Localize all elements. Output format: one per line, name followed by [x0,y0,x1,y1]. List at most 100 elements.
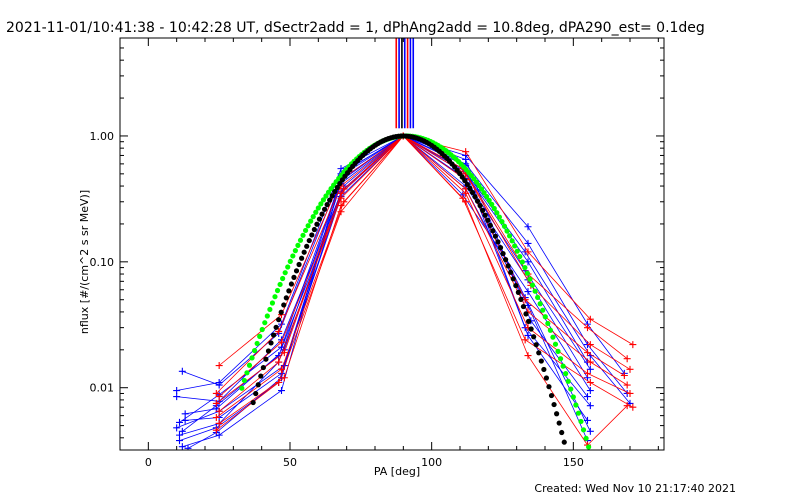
fit-point [254,340,260,347]
series-point [586,402,594,410]
fit-point [282,270,288,276]
fit-point [517,253,523,260]
x-tick-label: 50 [283,456,297,469]
fit-point [528,326,534,332]
fit-point [311,226,317,233]
fit-point [262,320,268,326]
fit-point [286,288,292,294]
fit-point [467,185,473,191]
series-point [623,402,631,410]
fit-point [305,223,311,229]
series-line [179,135,588,441]
fit-point [239,385,245,391]
fit-point [474,198,481,204]
series-point [337,194,345,202]
series-point [462,198,470,206]
fit-point [550,334,556,340]
fit-point [302,227,309,234]
fit-point [485,217,491,223]
created-timestamp: Created: Wed Nov 10 21:17:40 2021 [534,482,736,495]
fit-point [241,377,247,384]
fit-point [554,411,560,417]
series-point [178,427,186,435]
fit-point [492,233,499,239]
fit-point [259,326,265,333]
fit-point [268,340,274,346]
fit-point [316,216,323,222]
series-point [178,367,186,375]
fit-point [327,197,333,203]
series-point [623,355,631,363]
fit-point [306,237,312,244]
series-point [275,327,283,335]
series-point [584,369,591,377]
series-point [586,387,594,395]
fit-point [269,300,276,306]
fit-point [545,320,551,327]
fit-point [527,276,533,282]
fit-point [508,269,514,275]
fit-point [575,410,582,416]
fit-point [309,232,315,238]
fit-point [459,174,465,180]
fit-point [334,184,340,191]
series-point [184,444,192,450]
y-tick-label: 1.00 [90,130,115,143]
fit-point [472,194,478,200]
series-line [216,135,631,418]
fit-point [280,275,286,282]
fit-point [304,243,310,249]
series-point [586,315,594,323]
fit-point [325,189,332,195]
fit-point [586,444,592,450]
series-point [584,349,591,357]
fit-point [542,314,548,320]
fit-point [287,258,293,264]
fit-point [512,243,518,249]
fit-point [329,193,335,199]
fit-point [525,318,532,324]
fit-point [500,250,506,257]
fit-point [578,418,584,425]
fit-point [290,253,296,259]
fit-point [251,347,258,354]
x-tick-label: 0 [145,456,152,469]
fit-point [489,201,495,207]
fit-point [536,350,542,356]
fit-point [469,189,476,196]
series-point [173,393,181,401]
fit-point [570,394,576,400]
series-point [620,372,628,380]
series-point [629,403,637,411]
fit-point [543,375,550,381]
fit-point [497,245,504,251]
fit-point [519,259,525,265]
fit-point [555,348,561,354]
series-line [218,135,628,412]
fit-point [314,221,320,227]
fit-point [583,435,589,441]
fit-point [319,211,325,217]
series-point [173,387,181,395]
fit-point [496,214,502,220]
series-point [181,416,189,424]
fit-point [462,178,468,184]
fit-point [260,364,266,371]
fit-point [580,427,587,433]
fit-point [561,439,567,445]
fit-point [308,218,314,224]
series-point [275,378,283,386]
series-line [185,135,591,421]
series-point [337,208,345,216]
fit-point [487,222,493,229]
series-line [176,135,588,429]
series-point [215,393,223,401]
series-point [181,410,189,418]
fit-point [293,268,300,274]
fit-point [551,401,557,408]
fit-point [533,342,539,348]
fit-point [548,392,555,399]
series-point [524,223,532,231]
fit-point [563,371,569,377]
fit-point [315,205,321,211]
